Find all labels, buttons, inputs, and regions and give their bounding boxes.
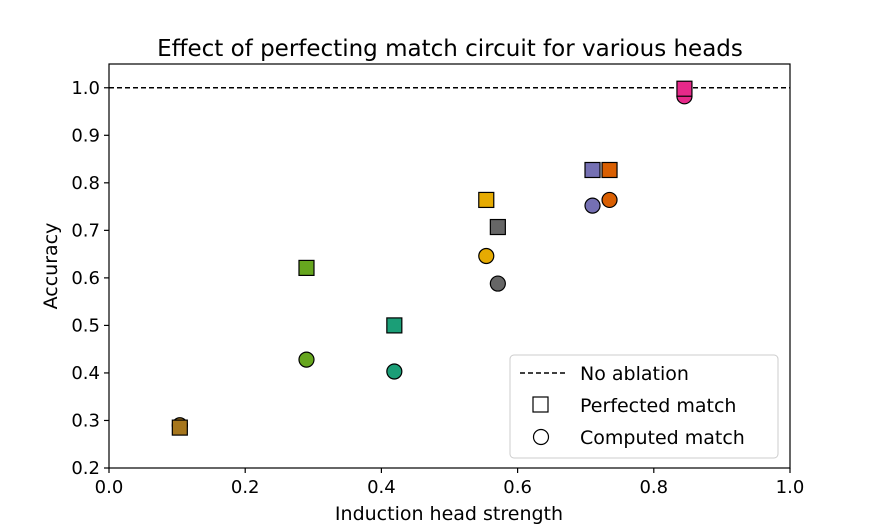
legend-computed-swatch (532, 428, 550, 446)
computed-match-point (584, 197, 601, 214)
perfected-match-point (601, 161, 618, 179)
x-axis-label: Induction head strength (335, 503, 563, 525)
computed-match-point (601, 191, 618, 209)
y-tick-label: 0.7 (71, 220, 100, 241)
x-axis: 0.0 0.2 0.4 0.6 0.8 1.0 (95, 468, 805, 498)
perfected-match-point (584, 161, 601, 179)
x-tick-label: 0.2 (231, 477, 260, 498)
computed-match-point (386, 363, 403, 380)
x-tick-label: 0.0 (95, 477, 124, 498)
y-tick-label: 0.9 (71, 125, 100, 146)
perfected-match-point (298, 259, 315, 277)
perfected-match-point (478, 191, 495, 209)
y-tick-label: 0.3 (71, 410, 100, 431)
x-tick-label: 1.0 (776, 477, 805, 498)
perfected-match-point (676, 80, 693, 97)
legend: No ablation Perfected match Computed mat… (509, 354, 779, 459)
legend-box (509, 354, 779, 459)
y-tick-label: 0.8 (71, 173, 100, 194)
y-tick-label: 0.5 (71, 315, 100, 336)
computed-match-point (489, 275, 506, 292)
plot-frame (108, 63, 791, 469)
legend-computed-label: Computed match (580, 427, 745, 449)
perfected-match-point (386, 317, 403, 334)
x-tick-label: 0.6 (503, 477, 532, 498)
y-axis: 0.2 0.3 0.4 0.5 0.6 0.7 0.8 0.9 1.0 (71, 78, 109, 479)
x-tick-label: 0.8 (639, 477, 668, 498)
y-tick-label: 0.6 (71, 268, 100, 289)
data-points (171, 80, 693, 436)
perfected-match-point (171, 419, 188, 436)
legend-perfected-swatch (532, 396, 549, 413)
perfected-match-point (489, 218, 506, 236)
x-tick-label: 0.4 (367, 477, 396, 498)
computed-match-point (298, 351, 315, 368)
legend-no-ablation-label: No ablation (580, 363, 689, 385)
y-tick-label: 1.0 (71, 78, 100, 99)
y-axis-label: Accuracy (40, 223, 62, 310)
y-tick-label: 0.4 (71, 363, 100, 384)
y-tick-label: 0.2 (71, 458, 100, 479)
computed-match-point (478, 247, 495, 265)
chart-title: Effect of perfecting match circuit for v… (157, 36, 743, 62)
legend-perfected-label: Perfected match (580, 395, 736, 417)
